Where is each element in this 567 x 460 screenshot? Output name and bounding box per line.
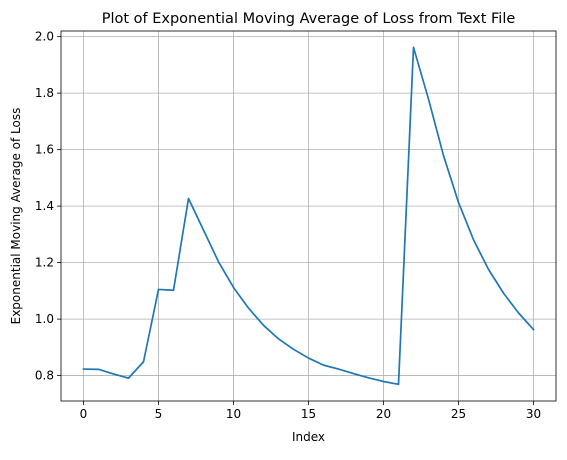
x-tick-label: 30 xyxy=(526,407,541,421)
data-point xyxy=(112,373,114,375)
data-point xyxy=(307,357,309,359)
data-point xyxy=(172,289,174,291)
data-point xyxy=(217,261,219,263)
data-point xyxy=(442,154,444,156)
data-point xyxy=(232,286,234,288)
y-axis-ticks: 0.8 1.0 1.2 1.4 1.6 1.8 2.0 xyxy=(35,30,61,383)
y-tick-label: 1.6 xyxy=(35,143,54,157)
data-point xyxy=(412,46,414,48)
data-point xyxy=(337,368,339,370)
y-tick-label: 1.0 xyxy=(35,312,54,326)
data-point xyxy=(187,197,189,199)
data-point xyxy=(352,372,354,374)
y-tick-label: 1.2 xyxy=(35,256,54,270)
x-axis-label: Index xyxy=(292,430,325,444)
x-axis-ticks: 0 5 10 15 20 25 30 xyxy=(80,401,541,421)
x-tick-label: 5 xyxy=(155,407,163,421)
data-point xyxy=(382,380,384,382)
y-tick-label: 0.8 xyxy=(35,369,54,383)
y-tick-label: 1.4 xyxy=(35,199,54,213)
x-tick-label: 25 xyxy=(451,407,466,421)
data-point xyxy=(277,338,279,340)
chart-title: Plot of Exponential Moving Average of Lo… xyxy=(102,11,516,27)
data-point xyxy=(82,368,84,370)
series-line xyxy=(82,46,535,386)
data-point xyxy=(322,364,324,366)
data-point xyxy=(292,348,294,350)
data-point xyxy=(142,361,144,363)
x-tick-label: 10 xyxy=(226,407,241,421)
y-tick-label: 1.8 xyxy=(35,86,54,100)
data-point xyxy=(202,229,204,231)
data-point xyxy=(457,201,459,203)
series-layer xyxy=(82,46,535,386)
data-point xyxy=(367,377,369,379)
x-tick-label: 20 xyxy=(376,407,391,421)
data-point xyxy=(247,307,249,309)
data-point xyxy=(532,328,534,330)
data-point xyxy=(397,383,399,385)
x-tick-label: 0 xyxy=(80,407,88,421)
x-tick-label: 15 xyxy=(301,407,316,421)
data-point xyxy=(487,268,489,270)
data-point xyxy=(502,292,504,294)
data-point xyxy=(127,377,129,379)
y-axis-label: Exponential Moving Average of Loss xyxy=(9,108,23,325)
data-point xyxy=(427,98,429,100)
y-tick-label: 2.0 xyxy=(35,30,54,44)
grid xyxy=(61,31,556,401)
data-point xyxy=(97,368,99,370)
data-point xyxy=(262,324,264,326)
data-point xyxy=(157,288,159,290)
data-point xyxy=(517,312,519,314)
data-point xyxy=(472,239,474,241)
